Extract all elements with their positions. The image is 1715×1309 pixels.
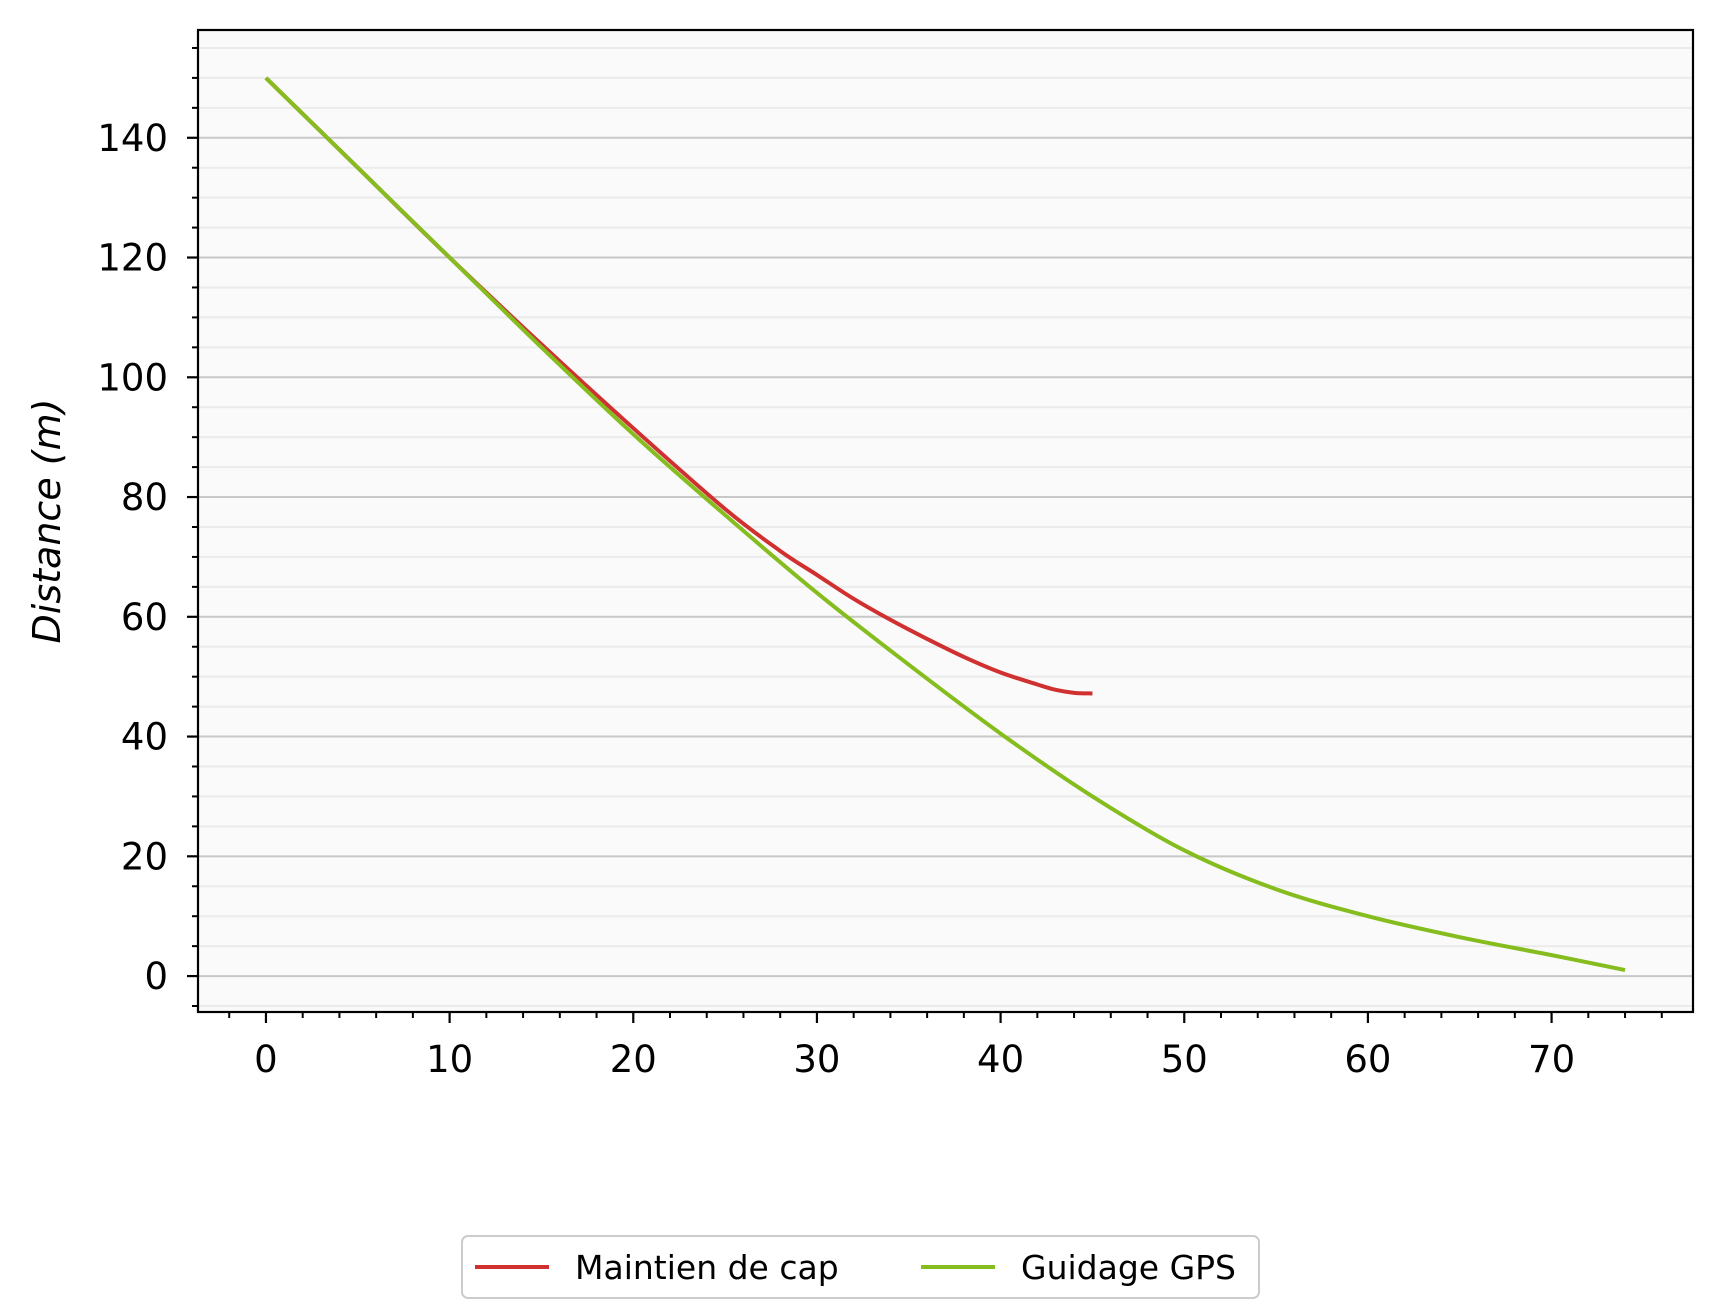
x-tick-label: 60	[1344, 1038, 1391, 1081]
x-tick-label: 10	[426, 1038, 473, 1081]
x-tick-label: 50	[1161, 1038, 1208, 1081]
y-tick-label: 60	[121, 596, 168, 639]
y-tick-label: 100	[97, 356, 168, 399]
x-tick-label: 70	[1528, 1038, 1575, 1081]
y-axis-label: Distance (m)	[25, 399, 69, 644]
series-layer	[264, 76, 1626, 973]
y-tick-label: 20	[121, 835, 168, 878]
plot-frame	[196, 28, 1695, 1014]
y-tick-label: 0	[144, 955, 168, 998]
legend-label-guidage-gps: Guidage GPS	[1021, 1248, 1236, 1287]
y-tick-label: 80	[121, 476, 168, 519]
x-axis: 0 10 20 30 40 50 60 70	[228, 1012, 1663, 1081]
plot-background	[198, 30, 1693, 1012]
x-tick-label: 0	[254, 1038, 278, 1081]
series-line-guidage-gps	[264, 76, 1626, 973]
legend: Maintien de cap Guidage GPS	[461, 1235, 1260, 1299]
y-tick-label: 120	[97, 237, 168, 280]
x-tick-label: 20	[610, 1038, 657, 1081]
y-tick-label: 140	[97, 117, 168, 160]
y-axis: 0 20 40 60 80 100 120 140	[97, 46, 198, 1008]
y-tick-label: 40	[121, 716, 168, 759]
minor-grid	[198, 46, 1693, 1008]
legend-box	[461, 1235, 1260, 1299]
major-grid	[198, 136, 1693, 978]
x-tick-label: 40	[977, 1038, 1024, 1081]
x-tick-label: 30	[793, 1038, 840, 1081]
legend-label-maintien-de-cap: Maintien de cap	[575, 1248, 839, 1287]
